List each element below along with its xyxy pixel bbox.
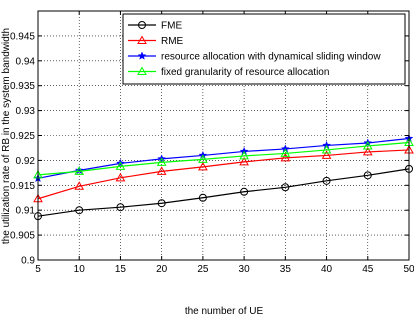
legend-label: resource allocation with dynamical slidi… — [161, 52, 381, 63]
x-tick-label: 10 — [74, 264, 86, 275]
data-point-triangle — [239, 150, 249, 160]
data-point-triangle — [74, 181, 85, 190]
series-line — [37, 137, 410, 179]
data-point-triangle — [115, 172, 126, 182]
legend-item: fixed granularity of resource allocation — [128, 66, 329, 78]
y-tick-label: 0.915 — [10, 181, 35, 192]
data-point-triangle — [156, 157, 167, 166]
data-point-triangle — [74, 166, 85, 175]
data-point-star — [74, 165, 84, 175]
y-tick-label: 0.92 — [16, 156, 36, 167]
legend-label: fixed granularity of resource allocation — [161, 67, 329, 78]
data-point-circle — [75, 206, 84, 215]
y-tick-label: 0.945 — [10, 31, 35, 42]
legend-item: FME — [128, 21, 182, 32]
series-line — [37, 141, 410, 176]
data-point-triangle — [321, 144, 332, 154]
data-point-circle — [281, 183, 290, 192]
y-tick-label: 0.94 — [16, 56, 36, 67]
data-point-circle — [240, 187, 249, 196]
x-tick-label: 45 — [362, 264, 374, 275]
data-point-triangle — [137, 35, 147, 44]
y-tick-label: 0.93 — [16, 106, 36, 117]
x-tick-label: 40 — [321, 264, 333, 275]
y-tick-label: 0.925 — [10, 131, 35, 142]
x-tick-label: 50 — [403, 264, 414, 275]
x-tick-label: 15 — [115, 264, 127, 275]
data-point-circle — [157, 199, 166, 208]
data-point-star — [137, 51, 147, 60]
data-point-triangle — [198, 161, 208, 171]
x-tick-label: 30 — [239, 264, 251, 275]
legend-box — [122, 13, 406, 85]
legend-item: resource allocation with dynamical slidi… — [128, 51, 381, 63]
data-point-triangle — [362, 140, 373, 150]
data-point-circle — [198, 193, 207, 202]
series-line — [37, 168, 410, 217]
y-tick-label: 0.935 — [10, 81, 35, 92]
legend-label: FME — [161, 21, 182, 32]
series-line — [37, 149, 410, 200]
legend-label: RME — [161, 36, 184, 47]
data-point-triangle — [156, 166, 167, 175]
data-point-triangle — [239, 156, 249, 166]
data-point-triangle — [137, 66, 147, 75]
y-tick-label: 0.91 — [16, 206, 36, 217]
data-point-circle — [116, 203, 125, 212]
data-point-circle — [322, 176, 331, 185]
data-point-circle — [363, 171, 372, 180]
data-point-triangle — [280, 152, 291, 162]
x-tick-label: 25 — [197, 264, 209, 275]
data-point-triangle — [198, 154, 208, 163]
data-point-triangle — [115, 161, 126, 170]
series-fixed-granularity-of-resource-allocation — [33, 137, 414, 179]
data-point-triangle — [280, 148, 291, 157]
y-tick-label: 0.9 — [21, 256, 35, 267]
legend: FME RME resource allocation with dynamical… — [122, 13, 406, 85]
x-tick-label: 20 — [156, 264, 168, 275]
x-tick-label: 5 — [35, 264, 41, 275]
y-tick-label: 0.905 — [10, 231, 35, 242]
legend-item: RME — [128, 35, 184, 47]
x-tick-label: 35 — [280, 264, 292, 275]
data-point-circle — [138, 21, 146, 29]
data-point-triangle — [362, 146, 373, 156]
x-axis-label: the number of UE — [185, 306, 264, 317]
axis-ticks: 5 10 15 20 25 30 35 40 45 50 0.9 0.905 0.91 0.915 0.92… — [10, 11, 414, 275]
data-point-triangle — [321, 150, 332, 159]
y-axis-label: the utilization rate of RB in the system… — [1, 28, 12, 244]
